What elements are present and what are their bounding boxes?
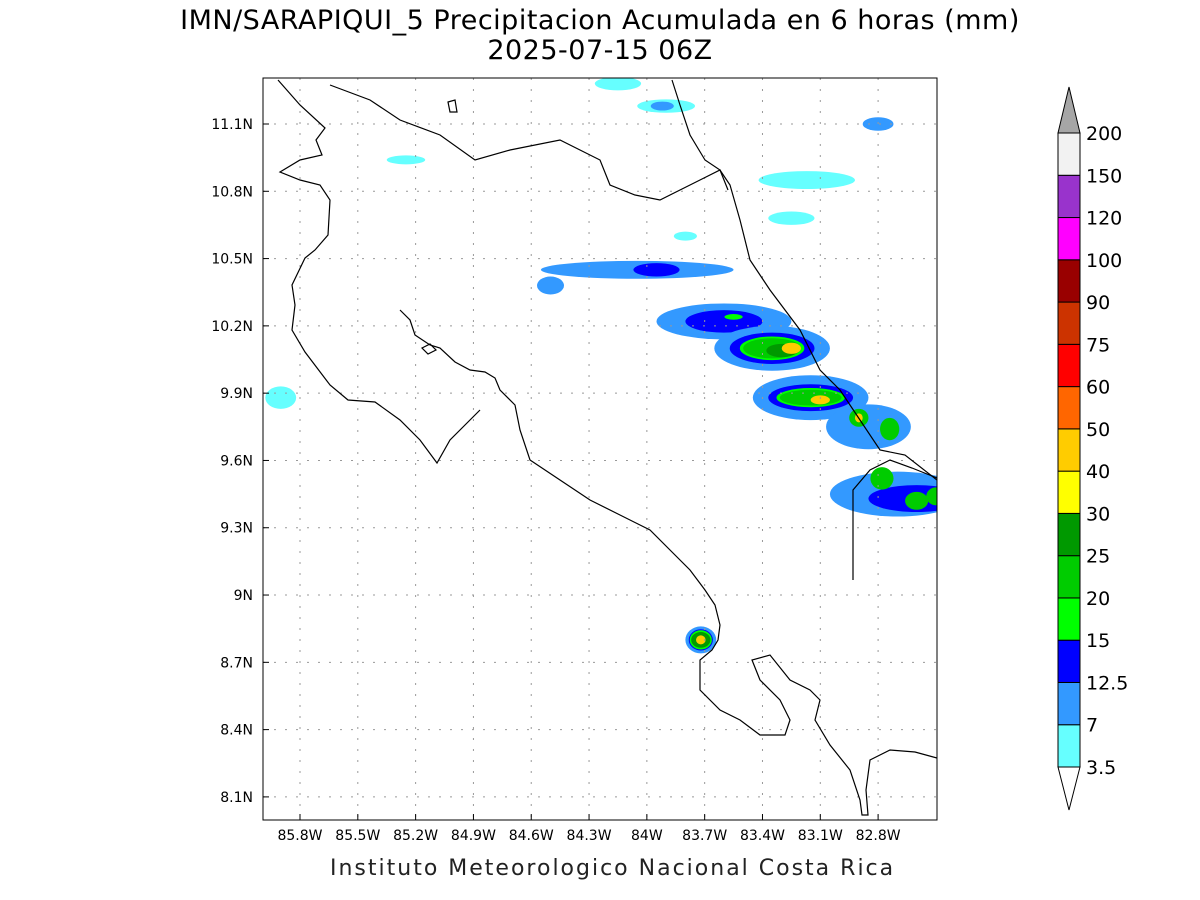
lon-tick-label: 85.2W (393, 828, 438, 844)
colorbar-swatch (1057, 428, 1081, 472)
precip-cell (880, 417, 900, 441)
colorbar-label: 60 (1086, 377, 1110, 399)
map-subtitle: 2025-07-15 06Z (487, 35, 713, 66)
lat-tick-label: 8.4N (220, 723, 253, 739)
lat-tick-label: 9.9N (220, 386, 253, 402)
map-title: IMN/SARAPIQUI_5 Precipitacion Acumulada … (180, 5, 1020, 36)
colorbar-over-arrow (1057, 86, 1081, 134)
nicaragua-border (329, 84, 729, 201)
lon-tick-label: 83.7W (682, 828, 727, 844)
lat-tick-label: 10.2N (211, 319, 253, 335)
precip-cell (673, 231, 697, 241)
lat-tick-label: 8.7N (220, 655, 253, 671)
colorbar-label: 3.5 (1086, 757, 1116, 779)
colorbar-label: 7 (1086, 715, 1098, 737)
colorbar-swatch (1057, 597, 1081, 641)
footer-credit: Instituto Meteorologico Nacional Costa R… (330, 856, 896, 881)
precip-cell (650, 101, 674, 111)
precip-cell (723, 313, 744, 321)
colorbar-under-arrow (1057, 766, 1081, 811)
panama-border (852, 459, 937, 580)
lon-tick-label: 85.8W (277, 828, 322, 844)
lat-tick-label: 10.5N (211, 252, 253, 268)
colorbar-label: 120 (1086, 208, 1122, 230)
lat-tick-label: 11.1N (211, 117, 253, 133)
colorbar-swatch (1057, 301, 1081, 345)
map-frame (262, 77, 938, 821)
colorbar-swatch (1057, 470, 1081, 514)
lon-tick-label: 85.5W (335, 828, 380, 844)
colorbar-label: 15 (1086, 630, 1110, 652)
lon-tick-label: 82.8W (856, 828, 901, 844)
lon-tick-label: 84.3W (567, 828, 612, 844)
lat-tick-label: 9.3N (220, 521, 253, 537)
lat-tick-label: 9N (234, 588, 253, 604)
precip-cell (905, 491, 929, 510)
precip-cell (758, 171, 855, 190)
colorbar-swatch (1057, 174, 1081, 219)
nicoya-gulf-coast (399, 309, 937, 816)
map-grid (263, 78, 937, 820)
colorbar-label: 20 (1086, 588, 1110, 610)
precip-cell (781, 342, 802, 354)
colorbar-label: 25 (1086, 546, 1110, 568)
colorbar-swatch (1057, 555, 1081, 599)
colorbar-label: 100 (1086, 250, 1122, 272)
lon-tick-label: 84.9W (451, 828, 496, 844)
colorbar-swatch (1057, 343, 1081, 388)
precip-cell (594, 78, 642, 91)
colorbar-swatch (1057, 681, 1081, 726)
precip-cell (926, 487, 937, 506)
colorbar-label: 75 (1086, 334, 1110, 356)
precip-cell (386, 155, 426, 165)
lon-tick-label: 84.6W (509, 828, 554, 844)
lat-tick-label: 10.8N (211, 184, 253, 200)
coastlines (277, 79, 937, 816)
colorbar-swatch (1057, 639, 1081, 683)
colorbar-label: 50 (1086, 419, 1110, 441)
caribbean-coastline (671, 79, 937, 481)
colorbar-swatch (1057, 217, 1081, 261)
precip-cell (537, 276, 564, 295)
lon-tick-label: 84W (631, 828, 663, 844)
colorbar-swatch (1057, 259, 1081, 303)
precip-cell (779, 389, 842, 406)
lat-tick-label: 9.6N (220, 453, 253, 469)
colorbar-swatch (1057, 132, 1081, 176)
colorbar-label: 30 (1086, 503, 1110, 525)
colorbar-label: 12.5 (1086, 672, 1128, 694)
colorbar-swatch (1057, 724, 1081, 768)
precip-cell (633, 263, 680, 277)
lon-tick-label: 83.4W (740, 828, 785, 844)
colorbar-label: 200 (1086, 123, 1122, 145)
colorbar-label: 90 (1086, 292, 1110, 314)
precipitation-field (265, 78, 937, 654)
colorbar-swatch (1057, 512, 1081, 557)
precip-cell (695, 635, 706, 645)
precip-cell (768, 211, 815, 225)
lake-islet (447, 99, 458, 113)
lon-tick-label: 83.1W (798, 828, 843, 844)
colorbar: 3.5 7 12.5 15 20 25 30 40 50 60 75 90 100 120 150 200 (1057, 86, 1128, 811)
precip-cell (870, 467, 894, 490)
colorbar-label: 40 (1086, 461, 1110, 483)
chira-island (420, 343, 438, 355)
lat-tick-label: 8.1N (220, 790, 253, 806)
pacific-coastline (277, 79, 481, 465)
colorbar-swatch (1057, 386, 1081, 430)
precip-cell (810, 395, 830, 405)
precip-cell (265, 386, 297, 409)
colorbar-label: 150 (1086, 165, 1122, 187)
